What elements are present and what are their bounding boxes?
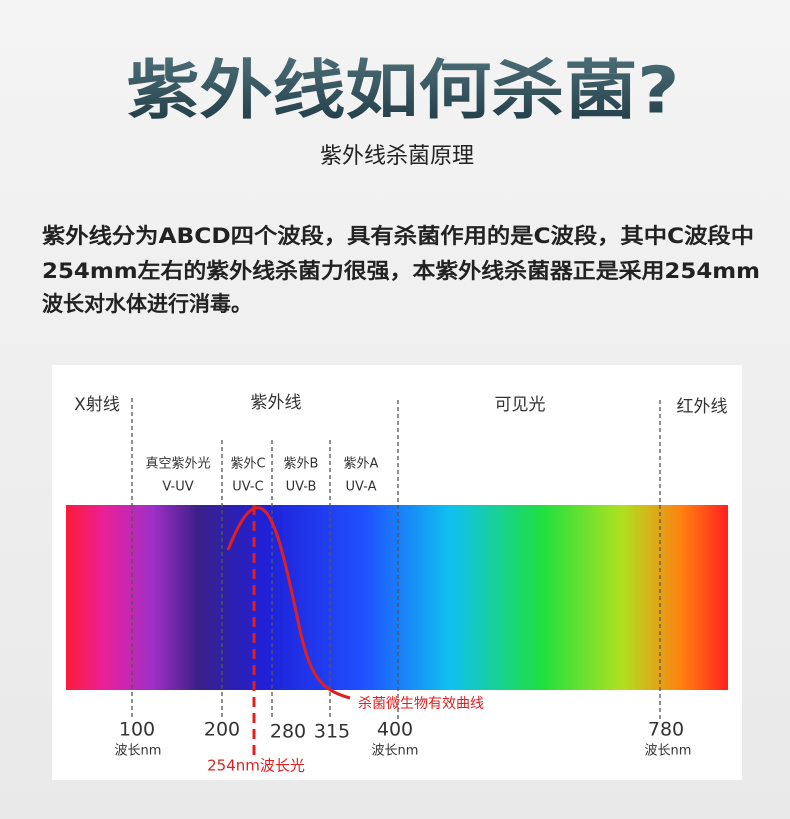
spectrum-bar: [66, 505, 728, 690]
wavelength: 400: [377, 719, 413, 741]
paragraph-line: 254mm左右的紫外线杀菌力很强，本紫外线杀菌器正是采用254mm: [42, 259, 760, 283]
wavelength: 280: [270, 721, 306, 743]
unit-label: 波长nm: [372, 744, 419, 759]
band-name: 紫外A: [344, 457, 379, 472]
wavelength: 315: [314, 721, 350, 743]
marker-label: 254nm波长光: [207, 757, 305, 775]
dividers: [131, 398, 661, 720]
wavelength-labels: 100 200 280 315 400 780: [119, 719, 684, 743]
curve-label: 杀菌微生物有效曲线: [358, 696, 484, 712]
band-name: 紫外C: [230, 457, 265, 472]
paragraph-line: 波长对水体进行消毒。: [42, 292, 252, 316]
region-label: X射线: [74, 395, 120, 415]
region-label: 红外线: [677, 397, 728, 417]
wavelength: 200: [204, 719, 240, 741]
paragraph-line: 紫外线分为ABCD四个波段，具有杀菌作用的是C波段，其中C波段中: [42, 224, 754, 248]
band-name: 紫外B: [284, 457, 319, 472]
band-code: UV-A: [346, 480, 377, 495]
region-label: 紫外线: [251, 393, 302, 413]
germicidal-curve: [226, 506, 351, 700]
unit-labels: 波长nm 波长nm 波长nm: [115, 744, 692, 759]
title: 紫外线如何杀菌?: [127, 55, 680, 129]
wavelength: 780: [648, 719, 684, 741]
band-code: UV-B: [286, 480, 317, 495]
region-label: 可见光: [495, 395, 546, 415]
wavelength: 100: [119, 719, 155, 741]
unit-label: 波长nm: [115, 744, 162, 759]
unit-label: 波长nm: [645, 744, 692, 759]
region-labels: X射线 紫外线 可见光 红外线: [74, 393, 727, 417]
band-name: 真空紫外光: [145, 457, 210, 472]
subtitle: 紫外线杀菌原理: [320, 144, 474, 169]
band-code: UV-C: [232, 480, 263, 495]
band-labels: 真空紫外光 V-UV 紫外C UV-C 紫外B UV-B 紫外A UV-A: [145, 457, 378, 495]
band-code: V-UV: [162, 480, 193, 495]
